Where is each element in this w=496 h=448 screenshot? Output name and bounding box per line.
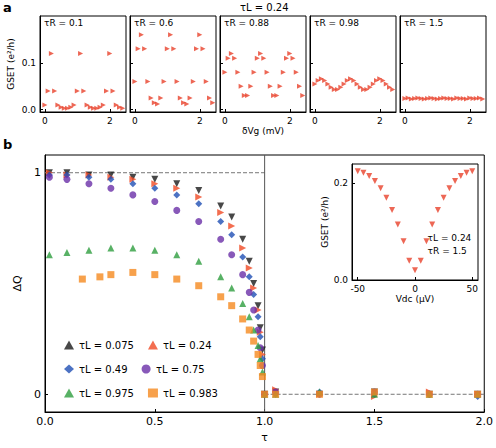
svg-text:τL = 0.49: τL = 0.49 bbox=[79, 364, 128, 375]
svg-text:2: 2 bbox=[287, 116, 293, 126]
svg-text:b: b bbox=[3, 137, 12, 152]
svg-text:0.1: 0.1 bbox=[22, 58, 36, 68]
svg-text:0: 0 bbox=[222, 116, 228, 126]
svg-text:2: 2 bbox=[107, 116, 113, 126]
svg-text:Vdc (μV): Vdc (μV) bbox=[396, 294, 435, 304]
svg-text:τL = 0.24: τL = 0.24 bbox=[240, 2, 289, 13]
svg-text:GSET (e²/h): GSET (e²/h) bbox=[6, 38, 16, 90]
svg-text:0: 0 bbox=[402, 116, 408, 126]
svg-text:τL = 0.975: τL = 0.975 bbox=[79, 388, 134, 399]
svg-text:0: 0 bbox=[132, 116, 138, 126]
svg-text:τL = 0.24: τL = 0.24 bbox=[163, 340, 212, 351]
svg-text:τL = 0.24: τL = 0.24 bbox=[428, 233, 472, 243]
svg-text:τR = 1.5: τR = 1.5 bbox=[428, 246, 467, 256]
svg-text:τR = 0.88: τR = 0.88 bbox=[224, 18, 269, 28]
svg-text:τL = 0.75: τL = 0.75 bbox=[156, 364, 205, 375]
svg-text:δVg (mV): δVg (mV) bbox=[242, 126, 284, 136]
svg-text:50: 50 bbox=[467, 284, 479, 294]
svg-text:0.2: 0.2 bbox=[334, 178, 348, 188]
svg-text:2.0: 2.0 bbox=[476, 415, 494, 428]
svg-text:ΔQ: ΔQ bbox=[11, 275, 24, 292]
svg-text:0.0: 0.0 bbox=[334, 275, 349, 285]
svg-text:τR = 0.98: τR = 0.98 bbox=[314, 18, 359, 28]
svg-text:0.5: 0.5 bbox=[146, 415, 164, 428]
svg-text:1: 1 bbox=[34, 166, 41, 179]
svg-text:1.5: 1.5 bbox=[366, 415, 384, 428]
svg-text:0: 0 bbox=[312, 116, 318, 126]
svg-text:τR = 0.1: τR = 0.1 bbox=[44, 18, 83, 28]
svg-text:2: 2 bbox=[377, 116, 383, 126]
svg-text:a: a bbox=[3, 0, 12, 15]
svg-text:2: 2 bbox=[467, 116, 473, 126]
svg-text:2: 2 bbox=[197, 116, 203, 126]
svg-text:τ: τ bbox=[261, 431, 268, 444]
svg-text:τL = 0.075: τL = 0.075 bbox=[79, 340, 134, 351]
svg-text:-50: -50 bbox=[350, 284, 365, 294]
svg-text:1.0: 1.0 bbox=[256, 415, 274, 428]
svg-text:0.0: 0.0 bbox=[36, 415, 54, 428]
svg-text:τR = 1.5: τR = 1.5 bbox=[404, 18, 443, 28]
svg-text:τL = 0.983: τL = 0.983 bbox=[163, 388, 218, 399]
svg-text:0: 0 bbox=[34, 388, 41, 401]
svg-text:0: 0 bbox=[42, 116, 48, 126]
svg-text:GSET (e²/h): GSET (e²/h) bbox=[320, 196, 330, 248]
svg-text:τR = 0.6: τR = 0.6 bbox=[134, 18, 174, 28]
svg-text:0: 0 bbox=[412, 284, 418, 294]
svg-text:0.0: 0.0 bbox=[22, 105, 37, 115]
